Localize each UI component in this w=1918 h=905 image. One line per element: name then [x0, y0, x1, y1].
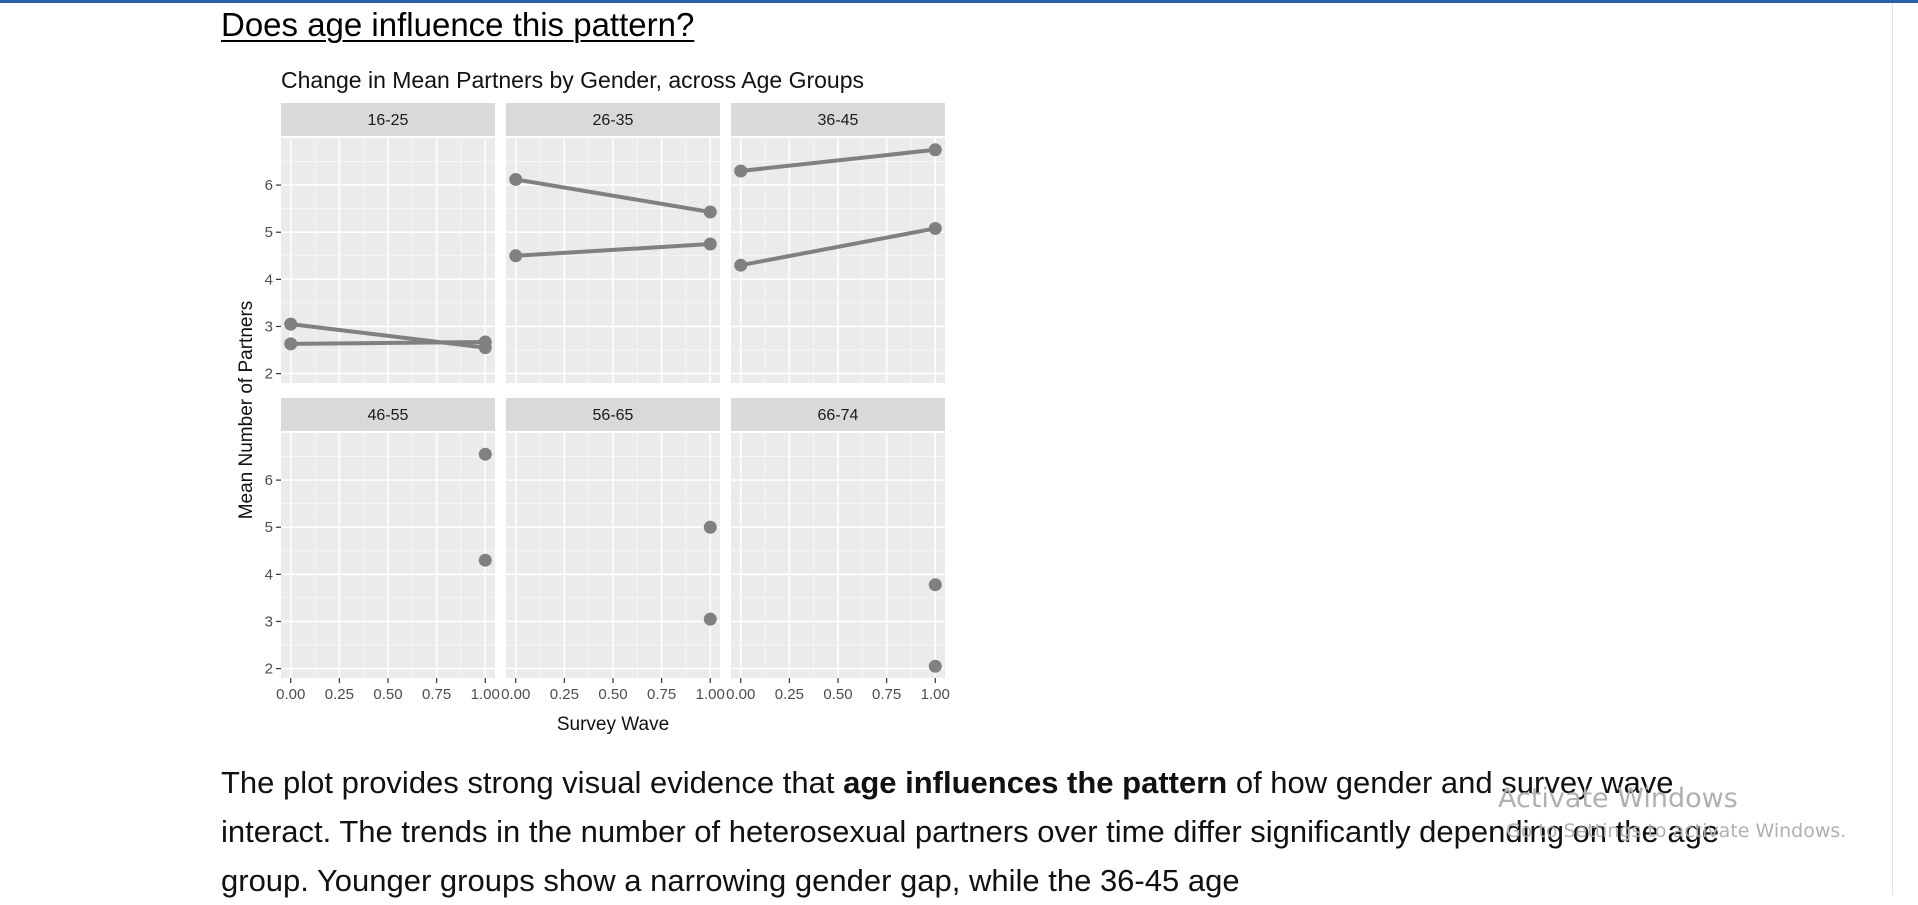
chart-title: Change in Mean Partners by Gender, acros… — [281, 67, 864, 93]
y-tick-label: 5 — [265, 519, 273, 536]
x-tick-label: 0.00 — [276, 686, 305, 703]
y-axis-title: Mean Number of Partners — [236, 301, 257, 520]
facet-strip-16-25 — [281, 103, 495, 136]
facet-strip-26-35 — [506, 103, 720, 136]
paragraph-text-1: The plot provides strong visual evidence… — [221, 765, 844, 800]
x-tick-label: 1.00 — [921, 686, 950, 703]
x-tick-label: 1.00 — [471, 686, 500, 703]
paragraph-bold-text: age influences the pattern — [843, 765, 1228, 800]
y-tick-label: 6 — [265, 177, 273, 194]
data-point-26-35-1-1 — [509, 172, 523, 186]
data-point-56-65-1-1 — [703, 520, 717, 534]
section-heading: Does age influence this pattern? — [221, 6, 695, 43]
x-tick-label: 0.00 — [501, 686, 530, 703]
window-top-bar — [0, 0, 1918, 3]
faceted-line-chart: Change in Mean Partners by Gender, acros… — [236, 67, 950, 735]
x-tick-label: 1.00 — [696, 686, 725, 703]
facet-label-66-74: 66-74 — [818, 407, 859, 424]
facet-strip-56-65 — [506, 398, 720, 431]
watermark-subtitle: Go to Settings to activate Windows. — [1506, 820, 1847, 842]
data-point-16-25-2-1 — [284, 337, 298, 351]
x-tick-label: 0.50 — [823, 686, 852, 703]
series-line-36-45-1 — [740, 147, 936, 173]
series-line-26-35-2 — [515, 242, 711, 258]
watermark-title: Activate Windows — [1498, 783, 1738, 814]
facet-strip-46-55 — [281, 398, 495, 431]
x-tick-label: 0.25 — [325, 686, 354, 703]
x-tick-label: 0.75 — [647, 686, 676, 703]
y-tick-label: 3 — [265, 318, 273, 335]
data-point-46-55-2-1 — [478, 553, 492, 567]
y-tick-label: 5 — [265, 224, 273, 241]
data-point-26-35-2-1 — [509, 249, 523, 263]
x-tick-label: 0.75 — [872, 686, 901, 703]
x-tick-label: 0.50 — [598, 686, 627, 703]
x-tick-label: 0.00 — [726, 686, 755, 703]
data-point-36-45-2-1 — [734, 258, 748, 272]
series-line-26-35-1 — [515, 177, 711, 214]
y-tick-label: 4 — [265, 566, 273, 583]
series-line-16-25-2 — [290, 340, 486, 346]
facet-label-46-55: 46-55 — [368, 407, 409, 424]
y-tick-label: 6 — [265, 472, 273, 489]
data-point-16-25-2-2 — [478, 335, 492, 349]
data-point-36-45-1-2 — [928, 143, 942, 157]
x-tick-label: 0.25 — [775, 686, 804, 703]
data-point-36-45-2-2 — [928, 221, 942, 235]
data-point-36-45-1-1 — [734, 164, 748, 178]
series-line-36-45-2 — [740, 226, 936, 268]
data-point-56-65-2-1 — [703, 612, 717, 626]
facet-label-56-65: 56-65 — [593, 407, 634, 424]
x-axis-title: Survey Wave — [557, 714, 669, 735]
data-point-66-74-2-1 — [928, 659, 942, 673]
explanation-paragraph: The plot provides strong visual evidence… — [221, 758, 1781, 905]
y-tick-label: 4 — [265, 271, 273, 288]
x-tick-label: 0.25 — [550, 686, 579, 703]
data-point-66-74-1-1 — [928, 578, 942, 592]
y-tick-label: 2 — [265, 366, 273, 383]
facet-strip-66-74 — [731, 398, 945, 431]
scrollbar-track — [1892, 3, 1893, 895]
x-tick-label: 0.75 — [422, 686, 451, 703]
data-point-46-55-1-1 — [478, 447, 492, 461]
facet-label-36-45: 36-45 — [818, 112, 859, 129]
y-tick-label: 2 — [265, 661, 273, 678]
data-point-16-25-1-1 — [284, 317, 298, 331]
paragraph-text-2: of how gender and survey wave interact. … — [221, 765, 1720, 898]
x-tick-label: 0.50 — [373, 686, 402, 703]
facet-label-16-25: 16-25 — [368, 112, 409, 129]
data-point-26-35-2-2 — [703, 237, 717, 251]
facet-label-26-35: 26-35 — [593, 112, 634, 129]
facet-strip-36-45 — [731, 103, 945, 136]
y-tick-label: 3 — [265, 613, 273, 630]
data-point-26-35-1-2 — [703, 205, 717, 219]
activation-watermark: Activate Windows Go to Settings to activ… — [1498, 783, 1846, 842]
